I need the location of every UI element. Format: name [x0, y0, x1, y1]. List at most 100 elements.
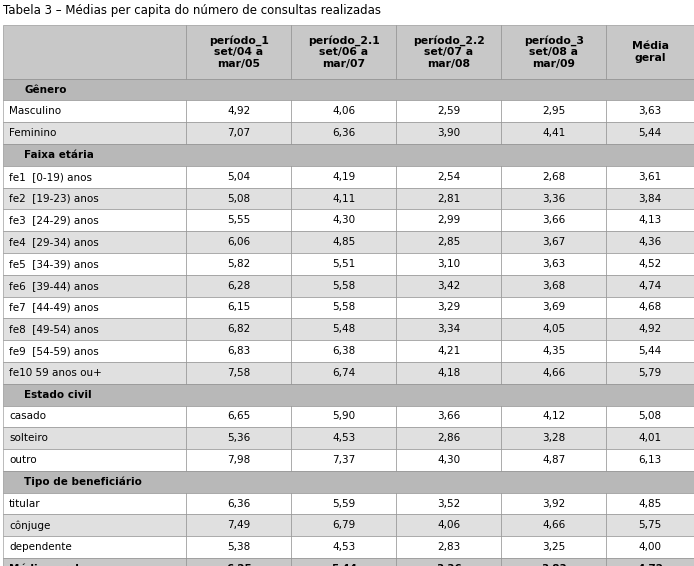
Text: 4,21: 4,21: [437, 346, 461, 356]
Text: 3,92: 3,92: [542, 499, 566, 509]
Text: 3,90: 3,90: [437, 128, 460, 138]
Text: 6,25: 6,25: [226, 564, 252, 566]
Text: 3,29: 3,29: [437, 302, 461, 312]
Text: fe3  [24-29) anos: fe3 [24-29) anos: [9, 215, 99, 225]
Text: 6,28: 6,28: [228, 281, 251, 291]
Text: fe9  [54-59) anos: fe9 [54-59) anos: [9, 346, 99, 356]
Text: 5,58: 5,58: [332, 302, 355, 312]
Text: 4,74: 4,74: [638, 281, 662, 291]
Text: 4,92: 4,92: [638, 324, 662, 335]
Text: 6,36: 6,36: [332, 128, 355, 138]
Text: 3,67: 3,67: [542, 237, 566, 247]
Text: 6,13: 6,13: [638, 455, 662, 465]
Text: 5,79: 5,79: [638, 368, 662, 378]
Text: 5,44: 5,44: [638, 346, 662, 356]
Text: 7,37: 7,37: [332, 455, 355, 465]
Text: 5,44: 5,44: [638, 128, 662, 138]
Text: Tabela 3 – Médias per capita do número de consultas realizadas: Tabela 3 – Médias per capita do número d…: [3, 4, 382, 17]
Text: 3,52: 3,52: [437, 499, 461, 509]
Text: 4,53: 4,53: [332, 542, 355, 552]
Text: Média
geral: Média geral: [632, 41, 668, 63]
Text: 5,58: 5,58: [332, 281, 355, 291]
Text: Estado civil: Estado civil: [24, 389, 92, 400]
Text: Gênero: Gênero: [24, 84, 67, 95]
Text: 5,36: 5,36: [228, 433, 251, 443]
Text: 3,28: 3,28: [542, 433, 566, 443]
Text: cônjuge: cônjuge: [9, 520, 51, 531]
Text: 4,68: 4,68: [638, 302, 662, 312]
Text: 3,42: 3,42: [437, 281, 461, 291]
Text: 6,82: 6,82: [228, 324, 251, 335]
Text: fe4  [29-34) anos: fe4 [29-34) anos: [9, 237, 99, 247]
Text: 3,36: 3,36: [542, 194, 566, 204]
Text: 4,30: 4,30: [437, 455, 460, 465]
Text: 2,86: 2,86: [437, 433, 461, 443]
Text: 3,10: 3,10: [437, 259, 460, 269]
Text: 3,63: 3,63: [542, 259, 566, 269]
Text: 5,48: 5,48: [332, 324, 355, 335]
Text: solteiro: solteiro: [9, 433, 48, 443]
Text: 5,44: 5,44: [331, 564, 357, 566]
Text: Faixa etária: Faixa etária: [24, 150, 94, 160]
Text: fe6  [39-44) anos: fe6 [39-44) anos: [9, 281, 99, 291]
Text: 3,63: 3,63: [638, 106, 662, 117]
Text: 5,08: 5,08: [228, 194, 251, 204]
Text: 4,06: 4,06: [332, 106, 355, 117]
Text: 5,90: 5,90: [332, 411, 355, 422]
Text: 7,98: 7,98: [228, 455, 251, 465]
Text: fe7  [44-49) anos: fe7 [44-49) anos: [9, 302, 99, 312]
Text: 4,52: 4,52: [638, 259, 662, 269]
Text: 6,36: 6,36: [228, 499, 251, 509]
Text: 4,00: 4,00: [638, 542, 661, 552]
Text: 4,19: 4,19: [332, 171, 355, 182]
Text: Tipo de beneficiário: Tipo de beneficiário: [24, 477, 142, 487]
Text: 7,07: 7,07: [228, 128, 251, 138]
Text: 7,49: 7,49: [228, 520, 251, 530]
Text: 2,95: 2,95: [542, 106, 566, 117]
Text: 5,04: 5,04: [228, 171, 251, 182]
Text: 2,54: 2,54: [437, 171, 461, 182]
Text: 5,82: 5,82: [228, 259, 251, 269]
Text: 6,83: 6,83: [228, 346, 251, 356]
Text: 3,34: 3,34: [437, 324, 461, 335]
Text: fe10 59 anos ou+: fe10 59 anos ou+: [9, 368, 102, 378]
Text: 4,06: 4,06: [437, 520, 460, 530]
Text: 3,25: 3,25: [542, 542, 566, 552]
Text: 3,36: 3,36: [436, 564, 462, 566]
Text: 4,66: 4,66: [542, 368, 566, 378]
Text: 4,92: 4,92: [228, 106, 251, 117]
Text: 4,12: 4,12: [542, 411, 566, 422]
Text: 4,13: 4,13: [638, 215, 662, 225]
Text: 5,75: 5,75: [638, 520, 662, 530]
Text: 2,83: 2,83: [437, 542, 461, 552]
Text: 6,15: 6,15: [228, 302, 251, 312]
Text: casado: casado: [9, 411, 46, 422]
Text: 3,84: 3,84: [638, 194, 662, 204]
Text: 4,87: 4,87: [542, 455, 566, 465]
Text: fe1  [0-19) anos: fe1 [0-19) anos: [9, 171, 92, 182]
Text: dependente: dependente: [9, 542, 71, 552]
Text: 2,68: 2,68: [542, 171, 566, 182]
Text: 4,11: 4,11: [332, 194, 355, 204]
Text: 4,66: 4,66: [542, 520, 566, 530]
Text: 3,66: 3,66: [437, 411, 461, 422]
Text: 6,79: 6,79: [332, 520, 355, 530]
Text: titular: titular: [9, 499, 40, 509]
Text: fe5  [34-39) anos: fe5 [34-39) anos: [9, 259, 99, 269]
Text: Média geral: Média geral: [9, 564, 79, 566]
Text: 6,65: 6,65: [228, 411, 251, 422]
Text: 6,38: 6,38: [332, 346, 355, 356]
Text: 2,85: 2,85: [437, 237, 461, 247]
Text: 3,66: 3,66: [542, 215, 566, 225]
Text: período_1
set/04 a
mar/05: período_1 set/04 a mar/05: [209, 35, 269, 69]
Text: 4,35: 4,35: [542, 346, 566, 356]
Text: 6,06: 6,06: [228, 237, 251, 247]
Text: 7,58: 7,58: [228, 368, 251, 378]
Text: 2,59: 2,59: [437, 106, 461, 117]
Text: 4,41: 4,41: [542, 128, 566, 138]
Text: 5,51: 5,51: [332, 259, 355, 269]
Text: 3,61: 3,61: [638, 171, 662, 182]
Text: período_2.1
set/06 a
mar/07: período_2.1 set/06 a mar/07: [308, 35, 380, 69]
Text: 3,83: 3,83: [541, 564, 567, 566]
Text: 5,08: 5,08: [638, 411, 661, 422]
